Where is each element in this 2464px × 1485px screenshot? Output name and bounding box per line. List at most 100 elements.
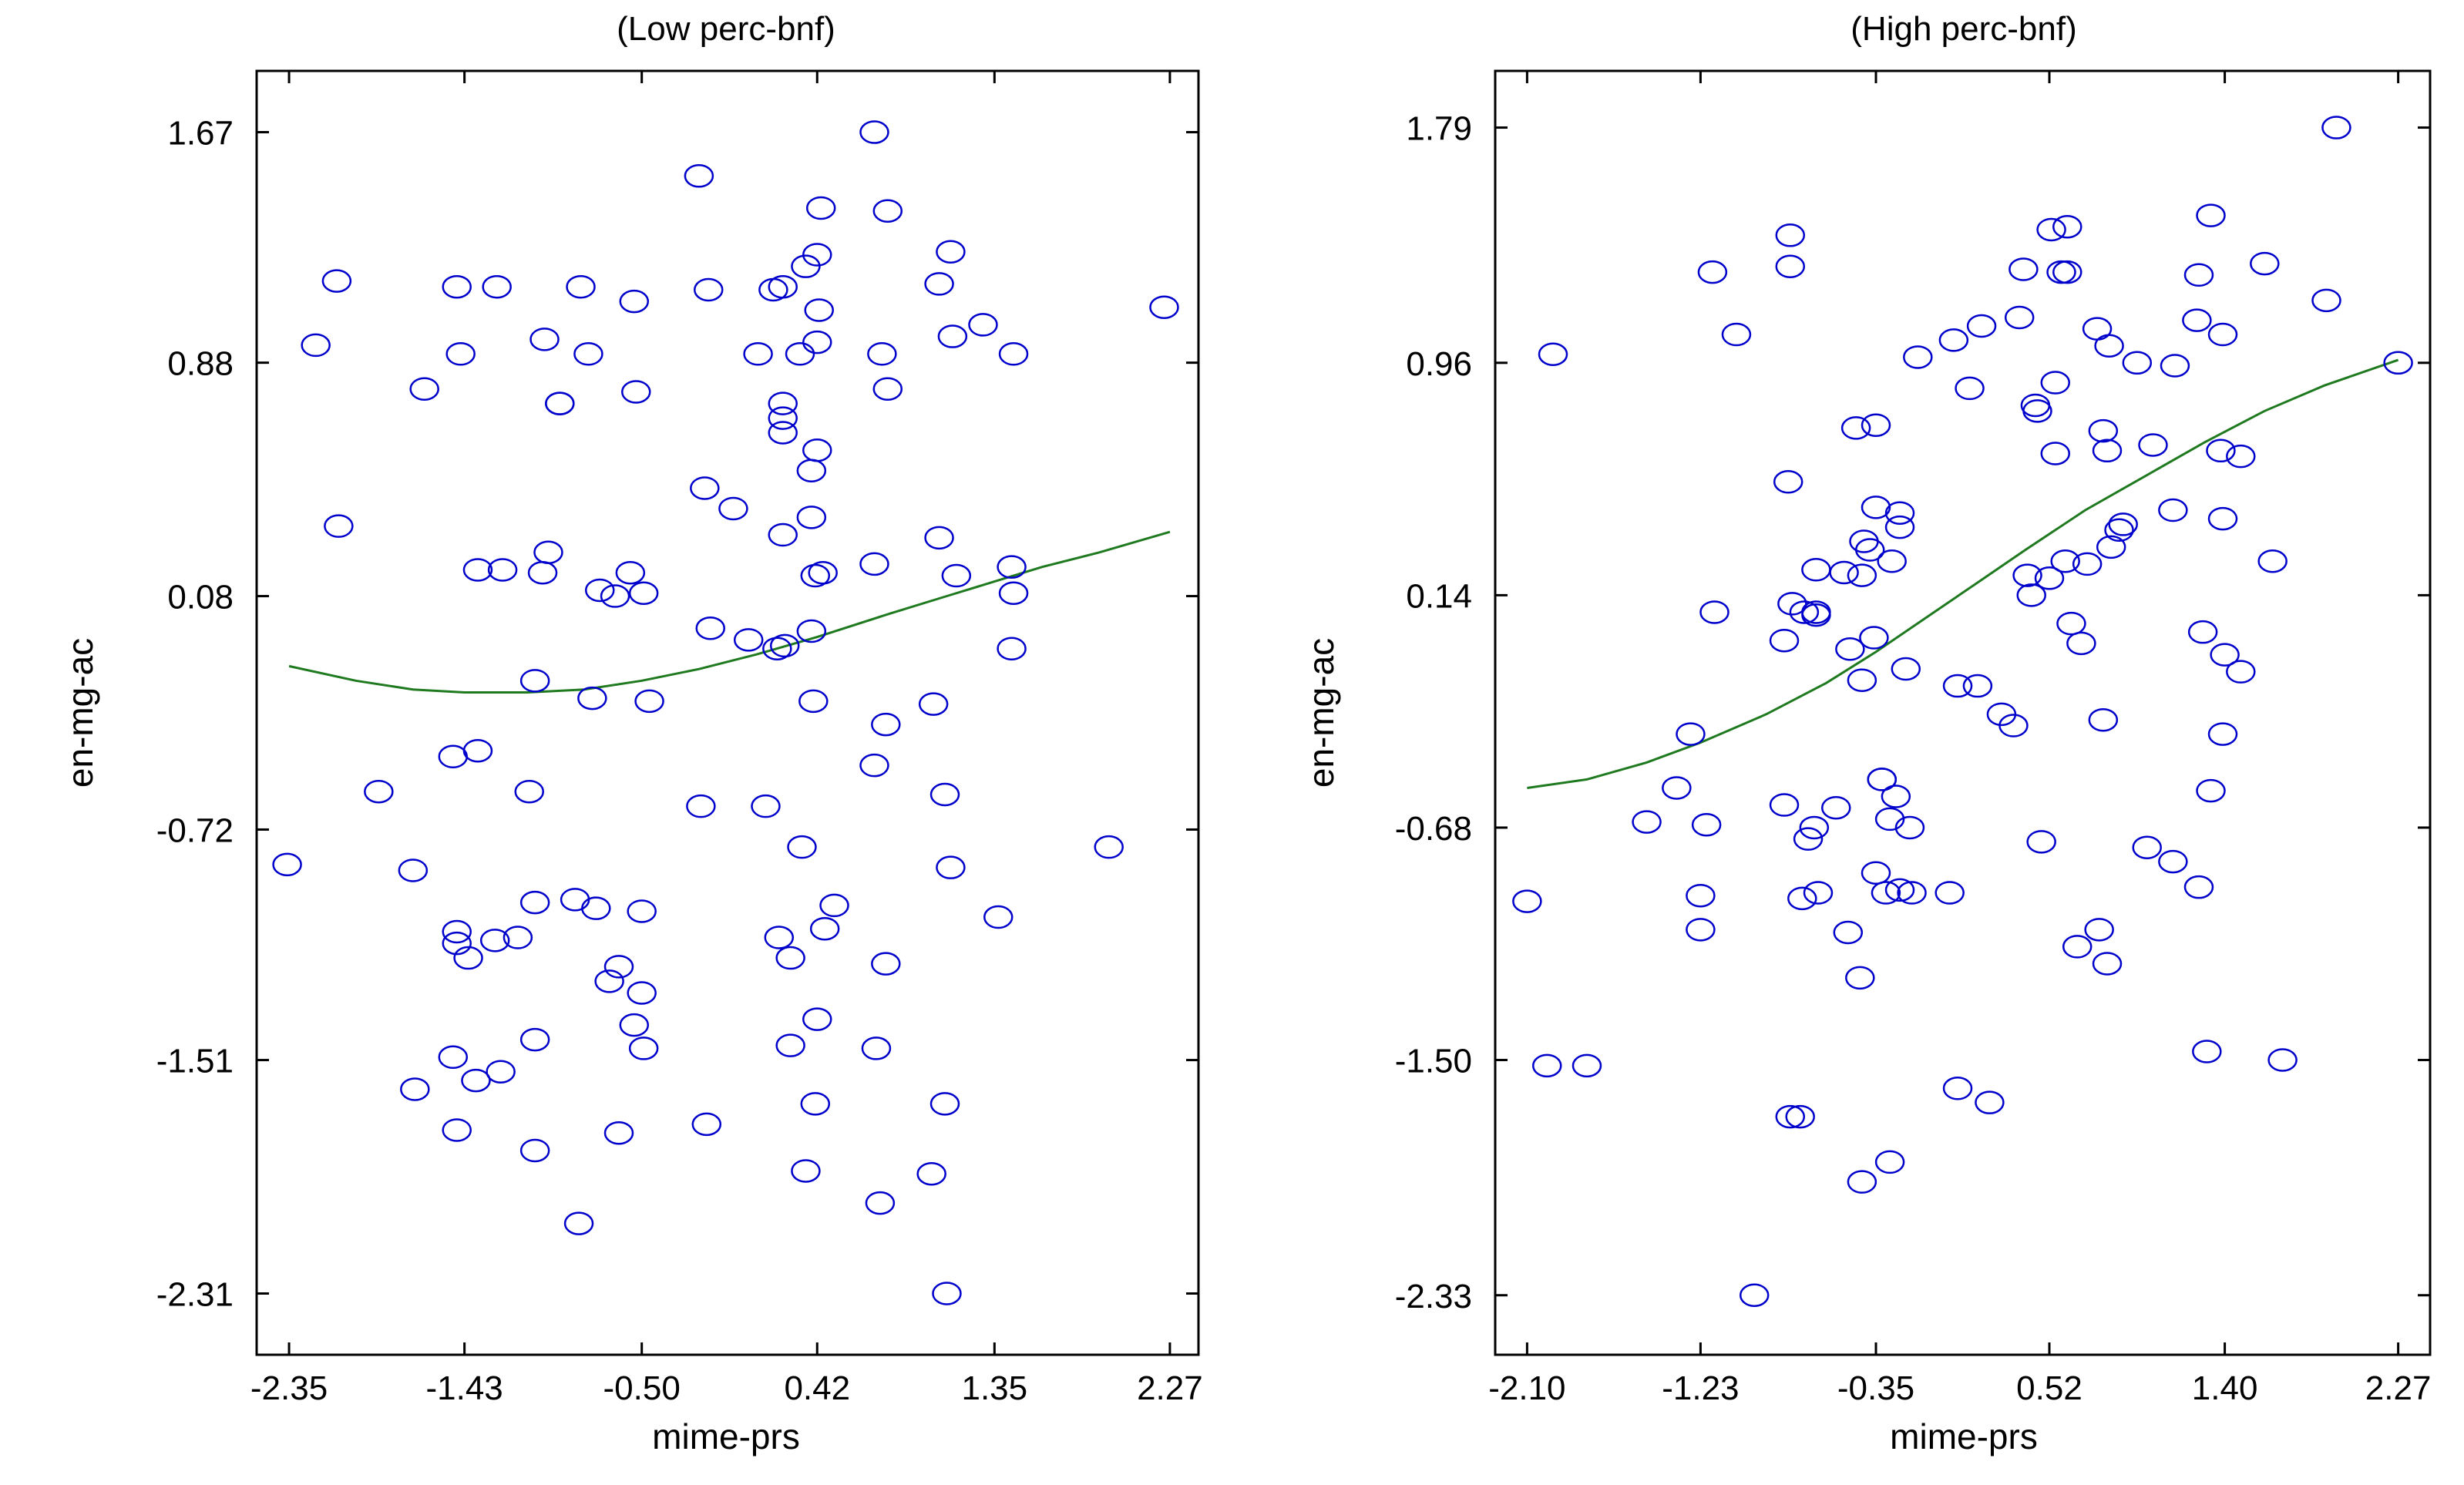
data-point	[2084, 918, 2114, 942]
data-point	[1821, 795, 1851, 820]
x-tick-label: -2.35	[250, 1369, 328, 1407]
data-point	[743, 342, 773, 366]
data-point	[2040, 371, 2071, 395]
data-point	[690, 476, 720, 500]
data-point	[1847, 563, 1877, 587]
plot-frame	[1494, 69, 2432, 1356]
data-point	[791, 1159, 821, 1183]
data-point	[937, 324, 968, 348]
data-point	[2226, 660, 2256, 684]
data-point	[628, 1036, 659, 1060]
data-point	[802, 330, 832, 354]
data-point	[442, 1118, 472, 1142]
data-point	[1787, 886, 1817, 911]
y-tick-label: 1.79	[1406, 110, 1472, 148]
data-point	[859, 120, 889, 144]
tick-group: -2.10 -1.23 -0.35 0.52 1.40 2.27 1.79 0.96 0.14 -…	[1395, 71, 2432, 1407]
data-point	[768, 391, 798, 415]
data-point	[272, 852, 302, 877]
data-point	[968, 313, 998, 337]
data-point	[800, 563, 831, 588]
data-point	[442, 931, 472, 956]
data-point	[2158, 498, 2188, 522]
data-point	[619, 1013, 650, 1037]
chart-title: (Low perc-bnf)	[617, 10, 835, 48]
data-point	[1697, 260, 1728, 284]
data-point	[684, 164, 714, 188]
data-point	[2207, 506, 2238, 531]
data-point	[872, 199, 903, 223]
data-point	[2092, 952, 2123, 976]
data-point	[603, 1120, 634, 1145]
data-point	[804, 298, 834, 322]
data-point	[1691, 813, 1722, 837]
data-point	[1881, 784, 1911, 808]
data-point	[802, 243, 832, 267]
data-point	[1861, 496, 1891, 519]
data-point	[768, 274, 798, 299]
data-point	[2104, 518, 2134, 543]
data-point	[936, 240, 966, 264]
y-tick-label: -1.50	[1395, 1043, 1472, 1080]
x-tick-label: 1.40	[2192, 1369, 2258, 1407]
data-point	[694, 277, 724, 302]
data-point	[585, 578, 615, 603]
x-tick-label: -2.10	[1488, 1369, 1565, 1407]
data-point	[768, 421, 798, 445]
data-point	[2196, 203, 2226, 227]
data-point	[619, 289, 650, 314]
data-point	[2088, 707, 2119, 732]
data-point	[1739, 1283, 1770, 1308]
data-point	[1840, 416, 1871, 440]
data-point	[1874, 1150, 1905, 1174]
data-point	[2138, 433, 2168, 457]
data-point	[2122, 351, 2153, 375]
data-point	[2383, 351, 2413, 375]
data-point	[865, 1191, 896, 1215]
data-point	[998, 581, 1029, 606]
data-point	[2094, 334, 2124, 358]
data-point	[2196, 778, 2226, 803]
data-point	[453, 946, 483, 970]
data-point	[1938, 328, 1969, 352]
data-point	[1512, 889, 1542, 913]
data-point	[462, 738, 493, 763]
data-point	[929, 782, 960, 807]
data-point	[2056, 611, 2086, 636]
x-axis-label: mime-prs	[1890, 1416, 2038, 1456]
data-point	[628, 581, 659, 606]
data-point	[1789, 600, 1820, 624]
data-point	[321, 269, 352, 293]
x-tick-label: -1.43	[425, 1369, 503, 1407]
data-point	[519, 890, 550, 915]
data-point	[861, 1036, 892, 1060]
data-point	[2321, 116, 2351, 139]
data-point	[1854, 538, 1885, 562]
data-point	[1903, 345, 1933, 369]
data-point	[932, 1282, 962, 1305]
x-tick-label: 2.27	[2365, 1369, 2432, 1407]
data-point	[768, 522, 798, 547]
data-point	[1773, 470, 1803, 494]
data-point	[859, 552, 889, 576]
data-point	[2311, 288, 2341, 313]
data-point	[1785, 1104, 1815, 1129]
data-point	[563, 1211, 594, 1235]
data-point	[1867, 768, 1898, 791]
data-point	[409, 377, 439, 401]
data-point	[1897, 881, 1927, 905]
data-point	[871, 712, 901, 737]
data-point	[364, 779, 394, 804]
data-point	[997, 637, 1027, 660]
data-point	[2092, 438, 2123, 463]
data-point	[998, 342, 1029, 366]
scatter-points	[1512, 116, 2413, 1308]
data-point	[2226, 444, 2256, 469]
data-point	[2158, 849, 2188, 874]
data-point	[2004, 305, 2035, 330]
data-point	[2250, 251, 2280, 276]
data-point	[2022, 399, 2052, 423]
data-point	[924, 526, 954, 550]
data-point	[1777, 592, 1807, 616]
